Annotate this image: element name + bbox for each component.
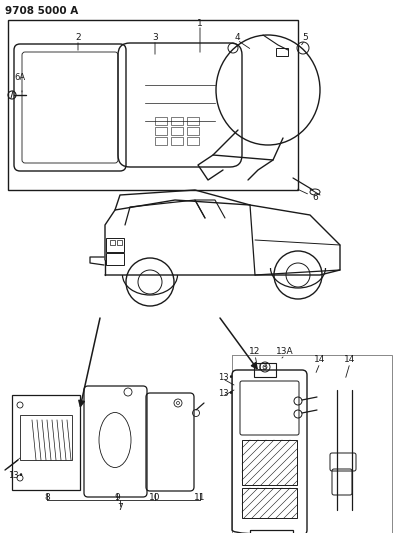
Bar: [12, 395, 80, 490]
Bar: [242, 440, 297, 485]
Bar: [276, 48, 288, 56]
Bar: [187, 117, 199, 125]
Bar: [106, 253, 124, 265]
Bar: [232, 355, 392, 533]
Bar: [155, 127, 167, 135]
Text: 5: 5: [302, 34, 308, 43]
Bar: [155, 137, 167, 145]
Text: 4: 4: [234, 34, 240, 43]
Bar: [250, 530, 293, 533]
Bar: [187, 127, 199, 135]
Bar: [20, 415, 72, 460]
Text: 13•: 13•: [218, 389, 233, 398]
Text: 3: 3: [152, 34, 158, 43]
Text: 13A: 13A: [276, 348, 294, 357]
Text: 14: 14: [344, 356, 356, 365]
Bar: [117, 240, 122, 245]
Text: 12: 12: [249, 348, 261, 357]
Text: 2: 2: [75, 34, 81, 43]
Text: 14: 14: [314, 356, 326, 365]
Text: 6: 6: [312, 192, 318, 201]
Bar: [242, 488, 297, 518]
Bar: [171, 137, 183, 145]
Text: 1: 1: [197, 19, 203, 28]
Text: 11: 11: [194, 494, 206, 503]
Text: 8: 8: [44, 494, 50, 503]
Bar: [110, 240, 115, 245]
Bar: [171, 127, 183, 135]
Text: 10: 10: [149, 494, 161, 503]
Bar: [254, 363, 276, 377]
Bar: [106, 238, 124, 252]
Text: 9: 9: [114, 494, 120, 503]
Bar: [187, 137, 199, 145]
Bar: [8, 20, 298, 190]
Text: 13•: 13•: [218, 374, 233, 383]
Text: 9708 5000 A: 9708 5000 A: [5, 6, 78, 16]
Bar: [171, 117, 183, 125]
Text: 6A: 6A: [14, 74, 25, 83]
Text: 13: 13: [257, 364, 269, 373]
Text: 13•: 13•: [8, 471, 23, 480]
Bar: [155, 117, 167, 125]
Text: 7: 7: [117, 504, 123, 513]
